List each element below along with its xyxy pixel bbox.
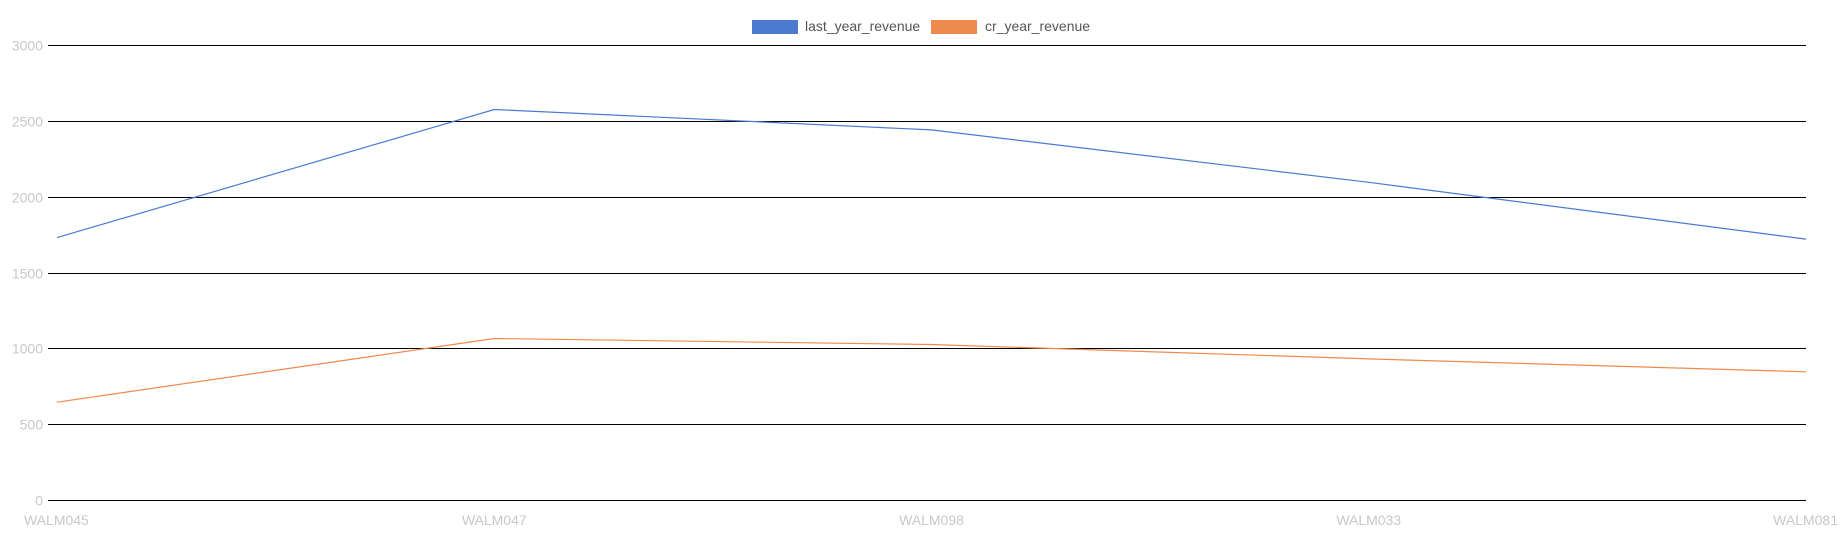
series-lines [56, 108, 1807, 403]
series-line-last-year-revenue [56, 108, 1807, 240]
y-tick-label: 2500 [12, 114, 43, 130]
x-tick-label: WALM045 [24, 512, 89, 528]
gridlines [48, 45, 1806, 501]
legend: last_year_revenue cr_year_revenue [752, 18, 1090, 34]
legend-swatch-last-year-revenue[interactable] [752, 20, 798, 34]
y-tick-label: 2000 [12, 190, 43, 206]
y-tick-label: 1000 [12, 341, 43, 357]
x-tick-label: WALM033 [1336, 512, 1401, 528]
x-tick-label: WALM098 [899, 512, 964, 528]
y-tick-label: 0 [35, 493, 43, 509]
y-tick-label: 3000 [12, 38, 43, 54]
legend-swatch-cr-year-revenue[interactable] [931, 20, 977, 34]
y-tick-label: 500 [20, 417, 44, 433]
legend-label-last-year-revenue[interactable]: last_year_revenue [805, 18, 920, 34]
legend-label-cr-year-revenue[interactable]: cr_year_revenue [985, 18, 1090, 34]
y-tick-label: 1500 [12, 266, 43, 282]
x-tick-label: WALM047 [462, 512, 527, 528]
x-axis-ticks: WALM045 WALM047 WALM098 WALM033 WALM081 [24, 512, 1838, 528]
y-axis-ticks: 0 500 1000 1500 2000 2500 3000 [12, 38, 43, 509]
x-tick-label: WALM081 [1773, 512, 1838, 528]
series-line-cr-year-revenue [56, 337, 1807, 403]
